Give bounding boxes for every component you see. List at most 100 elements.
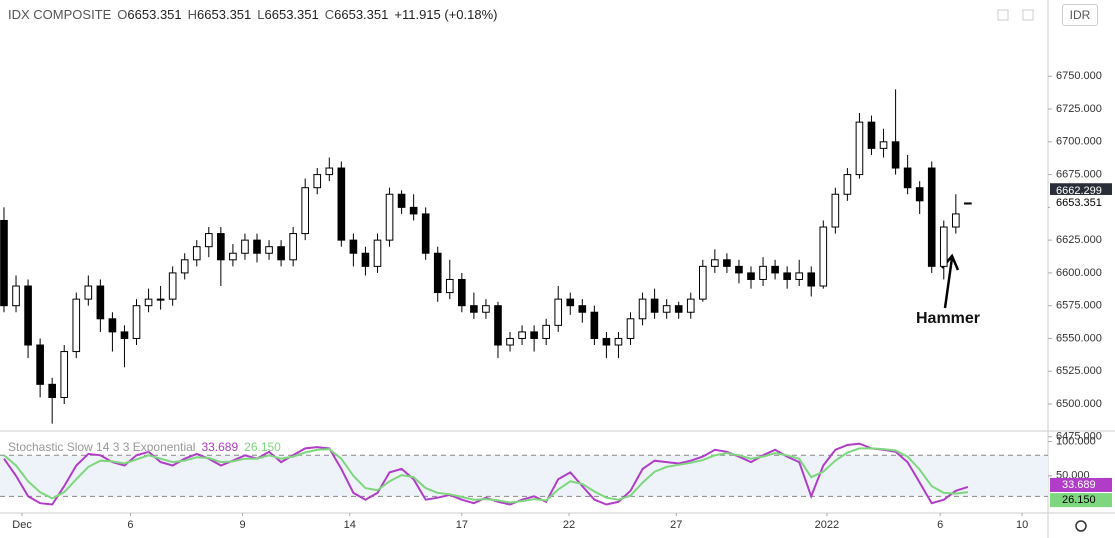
- candle-body: [855, 121, 864, 176]
- candle-body: [24, 285, 32, 346]
- candle-body: [614, 337, 623, 346]
- candle-body: [192, 246, 201, 261]
- annotation: Hammer: [916, 310, 981, 327]
- legend-header: IDX COMPOSITE O6653.351 H6653.351 L6653.351…: [8, 7, 498, 22]
- value-tag-label: 26.150: [1062, 494, 1096, 506]
- icon[interactable]: [997, 9, 1009, 21]
- candle-body: [241, 239, 249, 254]
- candle-body: [0, 219, 8, 307]
- candle-body: [84, 285, 93, 300]
- candle-body: [759, 265, 767, 280]
- candle-body: [735, 265, 743, 274]
- candle-body: [217, 233, 225, 261]
- candle-body: [120, 331, 129, 339]
- candle-body: [373, 239, 382, 267]
- legend-text: 6653.351: [197, 7, 252, 22]
- currency-button[interactable]: IDR: [1062, 4, 1098, 26]
- candle-body: [674, 305, 683, 313]
- candle-body: [144, 298, 153, 307]
- y-tick-label: 6525.000: [1056, 365, 1102, 377]
- price-tag: [1050, 194, 1112, 211]
- candle-body: [795, 272, 804, 280]
- y-tick-label: 6575.000: [1056, 300, 1102, 312]
- legend-text: O: [117, 7, 128, 22]
- candle-body: [494, 305, 502, 346]
- candle-body: [964, 202, 972, 205]
- candle-body: [289, 233, 297, 261]
- legend-text: Stochastic Slow 14 3 3 Exponential: [8, 440, 196, 454]
- candle-body: [325, 167, 334, 176]
- candle-body: [301, 187, 310, 235]
- legend-text: 26.150: [244, 440, 281, 454]
- stoch-line: [3, 447, 969, 504]
- legend-text: IDX COMPOSITE: [8, 7, 112, 22]
- x-tick-label: Dec: [12, 519, 32, 531]
- y-tick-label: 6625.000: [1056, 234, 1102, 246]
- indicator-header: Stochastic Slow 14 3 3 Exponential 33.689…: [8, 440, 281, 454]
- y-tick-label: 6550.000: [1056, 332, 1102, 344]
- candle-body: [156, 298, 165, 301]
- x-tick-label: 9: [239, 519, 245, 531]
- settings-icon[interactable]: [1075, 520, 1087, 532]
- legend-text: 33.689: [201, 440, 239, 454]
- x-tick-label: 27: [670, 519, 682, 531]
- candle-body: [891, 141, 900, 169]
- value-tag: [1050, 477, 1112, 492]
- y-tick-label: 6675.000: [1056, 168, 1102, 180]
- candle-body: [783, 272, 791, 280]
- candle-body: [602, 337, 611, 346]
- candle-body: [903, 167, 912, 189]
- candle-body: [361, 252, 370, 267]
- candle-body: [48, 383, 56, 398]
- candle-body: [108, 318, 117, 333]
- x-tick-label: 14: [344, 519, 356, 531]
- candle-body: [458, 278, 466, 307]
- x-tick-label: 22: [563, 519, 575, 531]
- legend-text: 6653.351: [334, 7, 389, 22]
- candle-body: [36, 344, 44, 385]
- candle-body: [867, 121, 876, 149]
- candle-body: [470, 305, 478, 313]
- candle-body: [542, 324, 550, 339]
- candle-body: [253, 239, 261, 254]
- candle-body: [578, 305, 587, 313]
- candle-body: [180, 259, 189, 274]
- stoch-line: [3, 442, 969, 506]
- y-tick-label: 6750.000: [1056, 70, 1102, 82]
- candle-body: [313, 174, 322, 189]
- candle-body: [349, 239, 358, 254]
- candle-body: [566, 298, 575, 307]
- candle-body: [819, 226, 828, 287]
- candle-body: [915, 187, 924, 202]
- candle-body: [686, 298, 695, 313]
- candle-body: [265, 246, 273, 254]
- y-tick-label: 6475.000: [1056, 431, 1102, 443]
- candle-body: [72, 298, 81, 353]
- legend-text: +11.915 (+0.18%): [394, 7, 498, 22]
- candle-body: [638, 298, 647, 320]
- value-tag-label: 33.689: [1062, 479, 1096, 491]
- icon[interactable]: [1022, 9, 1034, 21]
- candle-body: [506, 337, 514, 346]
- x-tick-label: 6: [937, 519, 943, 531]
- candle-body: [337, 167, 346, 241]
- candle-body: [698, 265, 707, 300]
- candle-body: [879, 141, 888, 149]
- candle-body: [409, 206, 418, 215]
- candle-body: [60, 351, 69, 398]
- price-tag-label: 6653.351: [1056, 197, 1102, 209]
- candle-body: [12, 285, 20, 307]
- x-tick-label: 2022: [815, 519, 839, 531]
- candle-body: [168, 272, 177, 300]
- candle-body: [132, 305, 141, 339]
- y-tick-label: 100.000: [1056, 435, 1096, 447]
- candle-body: [530, 331, 538, 339]
- legend-text: 6653.351: [127, 7, 182, 22]
- y-tick-label: 6500.000: [1056, 398, 1102, 410]
- y-tick-label: 6600.000: [1056, 267, 1102, 279]
- candle-body: [445, 278, 454, 294]
- candle-body: [771, 265, 779, 274]
- candle-body: [482, 305, 490, 313]
